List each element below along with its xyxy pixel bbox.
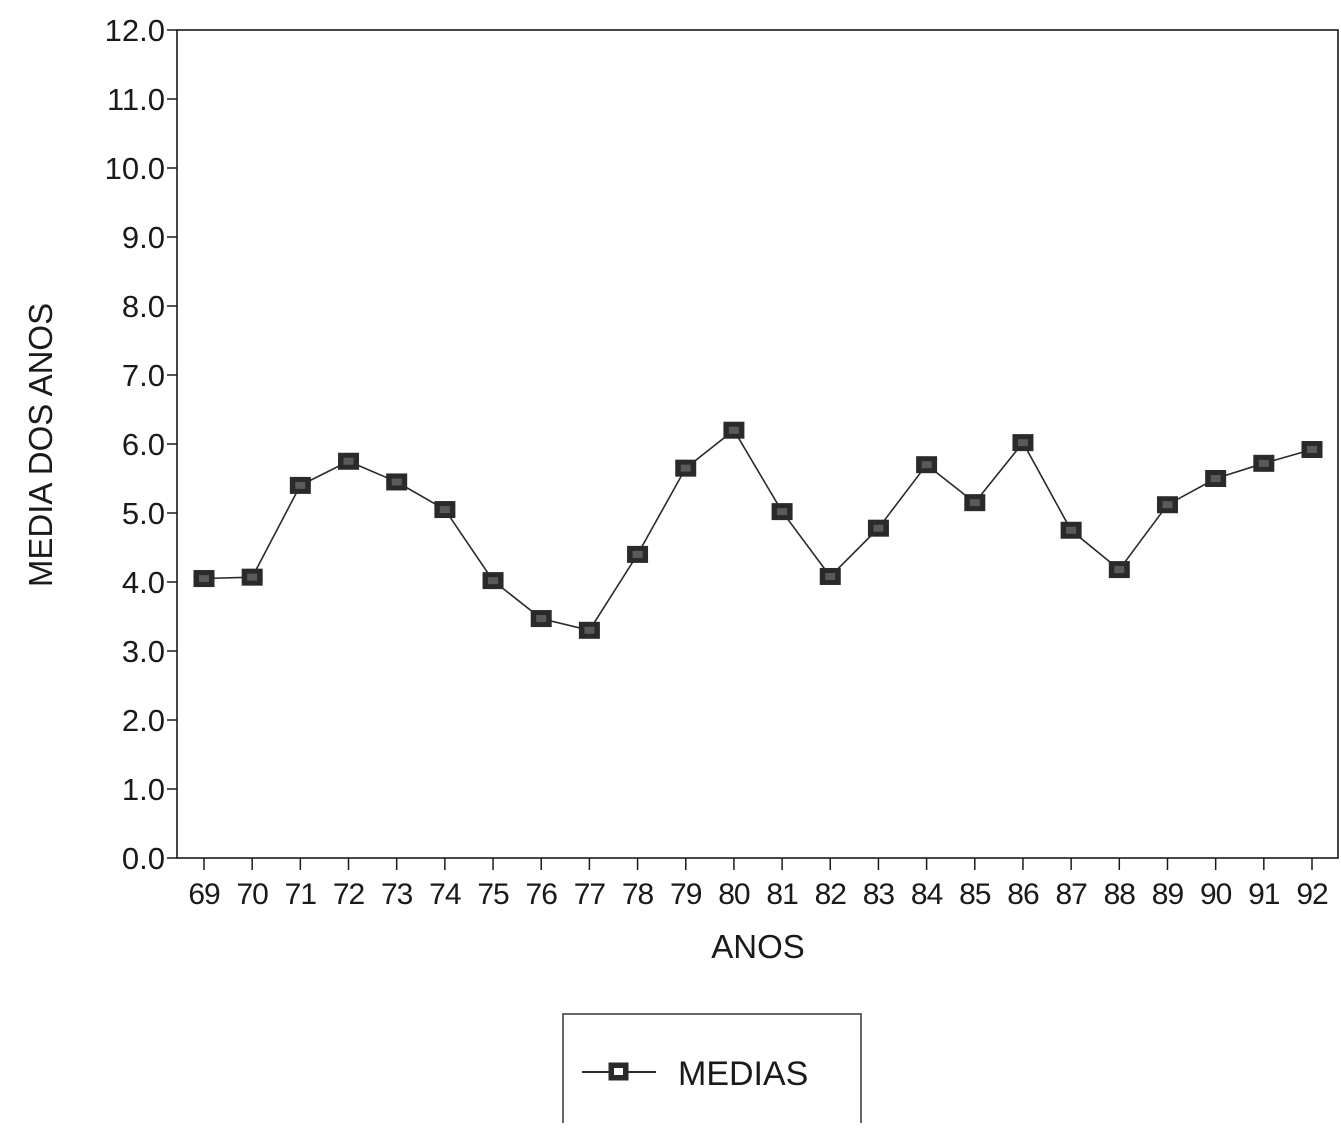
legend-label: MEDIAS [678, 1055, 808, 1093]
y-tick-label: 11.0 [107, 82, 165, 117]
data-point-marker-inner [969, 499, 980, 507]
x-tick-label: 83 [863, 878, 895, 911]
data-point-marker-inner [1066, 526, 1077, 534]
data-point-marker-inner [921, 461, 932, 469]
x-tick-label: 90 [1200, 878, 1232, 911]
x-tick-label: 88 [1104, 878, 1136, 911]
data-point-marker-inner [680, 464, 691, 472]
plot-frame [176, 29, 1339, 859]
y-tick-label: 9.0 [122, 220, 165, 255]
x-tick-label: 75 [477, 878, 509, 911]
data-point-marker-inner [632, 550, 643, 558]
data-point-marker-inner [1210, 475, 1221, 482]
x-tick-label: 69 [188, 878, 220, 911]
y-tick-label: 7.0 [122, 358, 165, 393]
x-tick-label: 87 [1055, 878, 1087, 911]
x-tick-label: 91 [1248, 878, 1280, 911]
x-tick-label: 78 [622, 878, 654, 911]
x-tick-label: 84 [911, 878, 943, 911]
data-point-marker-inner [343, 457, 354, 465]
x-tick-label: 80 [718, 878, 750, 911]
legend: MEDIAS [562, 1013, 862, 1128]
y-tick-label: 5.0 [122, 496, 165, 531]
y-tick-label: 4.0 [122, 565, 165, 600]
x-tick-label: 85 [959, 878, 991, 911]
x-tick-label: 70 [236, 878, 268, 911]
series-medias [193, 421, 1323, 639]
data-point-marker-inner [1258, 459, 1269, 467]
x-tick-label: 89 [1152, 878, 1184, 911]
data-point-marker-inner [1307, 446, 1317, 454]
x-axis-title: ANOS [711, 928, 805, 965]
y-tick-label: 12.0 [105, 13, 165, 48]
x-tick-label: 76 [526, 878, 558, 911]
data-point-marker-inner [295, 481, 306, 489]
x-tick-label: 72 [333, 878, 365, 911]
y-axis-title: MEDIA DOS ANOS [22, 303, 59, 587]
data-point-marker-inner [1114, 566, 1125, 574]
y-tick-label: 2.0 [122, 703, 165, 738]
x-tick-label: 77 [574, 878, 606, 911]
data-point-marker-inner [247, 573, 258, 581]
y-tick-label: 10.0 [105, 151, 165, 186]
y-tick-label: 0.0 [122, 841, 165, 876]
data-point-marker-inner [873, 524, 884, 532]
plot-border [176, 29, 1339, 859]
data-point-marker-inner [199, 575, 209, 583]
series-line [203, 429, 1313, 632]
y-tick-label: 1.0 [122, 772, 165, 807]
data-point-marker-inner [488, 577, 499, 585]
x-tick-label: 79 [670, 878, 702, 911]
data-point-marker-inner [1162, 501, 1173, 509]
x-tick-label: 71 [285, 878, 317, 911]
data-point-marker-inner [1017, 439, 1028, 447]
y-axis: 0.0 1.0 2.0 3.0 4.0 5.0 6.0 7.0 8.0 9.0 10.0 11.0 12… [105, 13, 177, 876]
x-tick-label: 82 [815, 878, 847, 911]
x-tick-label: 86 [1007, 878, 1039, 911]
x-tick-label: 92 [1296, 878, 1328, 911]
data-point-marker-inner [439, 506, 450, 514]
legend-box [562, 1013, 862, 1128]
data-point-marker-inner [584, 626, 595, 634]
y-tick-label: 3.0 [122, 634, 165, 669]
data-point-marker-inner [391, 478, 402, 486]
x-tick-label: 73 [381, 878, 413, 911]
legend-marker-inner [614, 1068, 623, 1075]
data-point-marker-inner [777, 508, 788, 516]
data-point-marker-inner [536, 615, 547, 623]
x-axis: 69 70 71 72 73 74 75 76 77 78 79 80 81 82 83 84 85 86 87 88… [188, 858, 1329, 911]
data-point-marker-inner [825, 572, 836, 580]
y-tick-label: 6.0 [122, 427, 165, 462]
x-tick-label: 74 [429, 878, 461, 911]
data-point-marker-inner [728, 426, 739, 434]
y-tick-label: 8.0 [122, 289, 165, 324]
x-tick-label: 81 [766, 878, 798, 911]
